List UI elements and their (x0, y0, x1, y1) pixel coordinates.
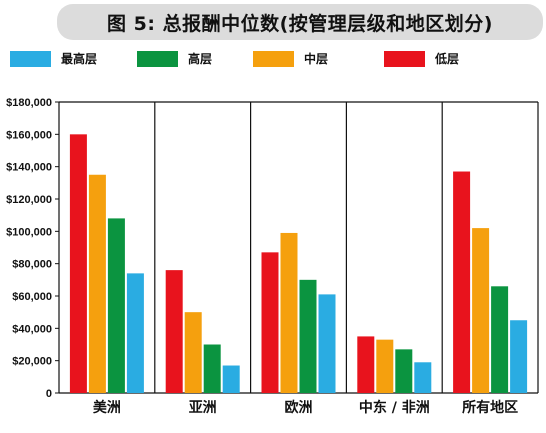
x-category-label: 亚洲 (189, 400, 217, 416)
bar (222, 365, 240, 393)
bar (376, 339, 394, 393)
legend-item-top: 最高层 (10, 50, 97, 67)
y-tick-label: $60,000 (12, 291, 52, 303)
legend-label-middle: 中层 (304, 52, 329, 66)
y-tick-label: $80,000 (12, 259, 52, 271)
y-tick-label: $140,000 (6, 162, 52, 174)
legend-label-top: 最高层 (61, 52, 98, 66)
bar (299, 279, 317, 393)
legend: 最高层 高层 中层 低层 (0, 50, 546, 72)
bar (510, 320, 528, 393)
y-tick-label: 0 (46, 388, 52, 400)
bar (472, 228, 490, 393)
legend-swatch-low (384, 50, 425, 67)
x-category-label: 中东 / 非洲 (359, 399, 430, 416)
bar (357, 336, 375, 393)
bar (414, 362, 432, 393)
chart-title-box: 图 5: 总报酬中位数(按管理层级和地区划分) (57, 4, 543, 40)
y-tick-label: $120,000 (6, 194, 52, 206)
legend-swatch-senior (137, 50, 178, 67)
bar (280, 232, 298, 393)
bar (491, 286, 509, 393)
legend-swatch-top (10, 50, 51, 67)
bar (107, 218, 125, 393)
bar (88, 174, 106, 393)
y-tick-label: $40,000 (12, 323, 52, 335)
x-category-label: 美洲 (93, 399, 121, 416)
y-tick-label: $100,000 (6, 226, 52, 238)
bar (69, 134, 87, 394)
bar (126, 273, 144, 393)
legend-item-middle: 中层 (253, 50, 328, 67)
legend-label-senior: 高层 (188, 52, 213, 66)
bar (395, 349, 413, 393)
bar (318, 294, 336, 393)
bar (453, 171, 471, 393)
chart-title: 图 5: 总报酬中位数(按管理层级和地区划分) (107, 12, 493, 35)
bar (203, 344, 221, 393)
y-tick-label: $160,000 (6, 129, 52, 141)
y-tick-label: $180,000 (6, 97, 52, 109)
x-category-label: 所有地区 (462, 399, 518, 416)
legend-item-low: 低层 (384, 50, 459, 67)
bar (184, 312, 202, 393)
legend-swatch-middle (253, 50, 294, 67)
bar (165, 270, 183, 393)
bar (261, 252, 279, 393)
y-tick-label: $20,000 (12, 356, 52, 368)
legend-label-low: 低层 (435, 52, 460, 66)
legend-item-senior: 高层 (137, 50, 212, 67)
x-category-label: 欧洲 (285, 399, 313, 416)
